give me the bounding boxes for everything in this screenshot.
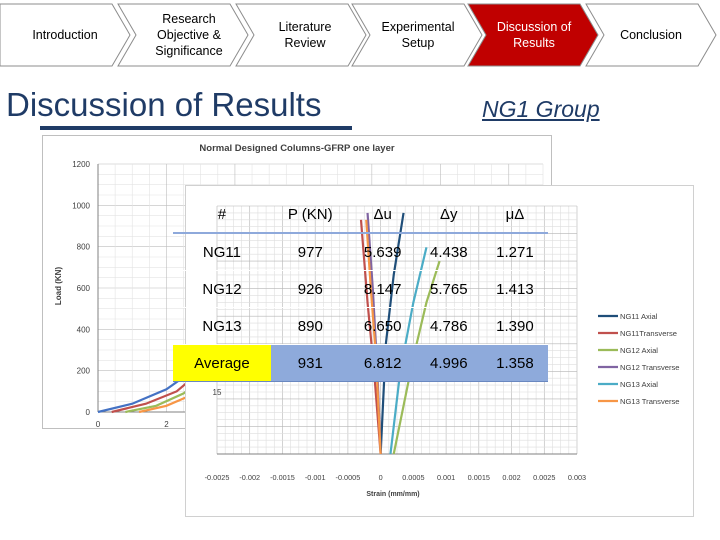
nav-item-label: Introduction	[32, 28, 98, 42]
x-tick-label: 0.0025	[533, 473, 555, 482]
y-tick-label: 0	[86, 408, 91, 417]
y-tick-label: 600	[77, 284, 91, 293]
nav-item-research-objective[interactable]: Research Objective & Significance	[130, 0, 248, 70]
y-tick-label: 1200	[72, 160, 90, 169]
nav-chevron	[351, 3, 483, 67]
x-tick-label: -0.0025	[205, 473, 230, 482]
x-tick-label: 0	[96, 420, 101, 428]
table-cell: 8.147	[349, 270, 416, 308]
table-cell: 6.812	[349, 344, 416, 382]
table-cell-average-label: Average	[173, 344, 271, 382]
strain-chart-legend: NG11 Axial NG11Transverse NG12 Axial NG12 T…	[598, 312, 680, 406]
y-tick-label: 200	[77, 367, 91, 376]
header-cell-delta-u: Δu	[349, 196, 416, 234]
strain-chart-x-ticks: -0.0025 -0.002 -0.0015 -0.001 -0.0005 0 0.0005…	[205, 473, 587, 482]
strain-chart-x-label: Strain (mm/mm)	[366, 491, 419, 498]
table-cell: 4.996	[415, 344, 482, 382]
strain-chart-y-tick: 15	[213, 388, 222, 397]
nav-item-label: Experimental Setup	[381, 20, 455, 50]
x-tick-label: 0.0015	[468, 473, 490, 482]
table-cell: 1.358	[481, 344, 548, 382]
table-row-average: Average 931 6.812 4.996 1.358	[173, 344, 548, 382]
table-cell: 1.271	[481, 233, 548, 271]
series-line	[97, 373, 188, 414]
legend-label: NG11 Axial	[620, 312, 658, 321]
x-tick-label: 0.002	[502, 473, 520, 482]
load-chart-title: Normal Designed Columns-GFRP one layer	[199, 143, 394, 154]
nav-item-label: Literature Review	[278, 20, 332, 50]
nav-item-discussion-of-results[interactable]: Discussion of Results	[474, 0, 594, 70]
legend-label: NG12 Axial	[620, 346, 658, 355]
header-cell-ductility: μΔ	[481, 196, 548, 234]
table-row: NG13 890 6.650 4.786 1.390	[173, 307, 548, 345]
header-cell-load: P (KN)	[270, 196, 350, 234]
table-cell: 5.639	[349, 233, 416, 271]
load-chart-y-label: Load (KN)	[54, 267, 63, 306]
title-underline	[40, 126, 352, 130]
x-tick-label: -0.0005	[336, 473, 361, 482]
nav-item-introduction[interactable]: Introduction	[6, 0, 124, 70]
table-cell: 4.438	[415, 233, 482, 271]
nav-item-label: Discussion of Results	[496, 20, 572, 50]
table-cell: NG12	[173, 270, 271, 308]
x-tick-label: 0.001	[437, 473, 455, 482]
nav-chevrons	[0, 3, 717, 67]
x-tick-label: 0	[379, 473, 383, 482]
x-tick-label: 2	[164, 420, 169, 428]
nav-item-experimental-setup[interactable]: Experimental Setup	[358, 0, 478, 70]
table-cell: 5.765	[415, 270, 482, 308]
table-header-row: # P (KN) Δu Δy μΔ	[173, 196, 548, 234]
x-tick-label: -0.002	[239, 473, 260, 482]
x-tick-label: -0.001	[305, 473, 326, 482]
results-table: # P (KN) Δu Δy μΔ NG11 977 5.639 4.438 1…	[173, 196, 548, 382]
y-tick-label: 400	[77, 325, 91, 334]
table-row: NG11 977 5.639 4.438 1.271	[173, 233, 548, 271]
table-cell: NG11	[173, 233, 271, 271]
legend-label: NG11Transverse	[620, 329, 677, 338]
x-tick-label: -0.0015	[270, 473, 295, 482]
nav-item-literature-review[interactable]: Literature Review	[246, 0, 364, 70]
nav-item-label: Conclusion	[620, 28, 682, 42]
nav-chevron	[0, 3, 131, 67]
table-cell: 931	[270, 344, 350, 382]
table-cell: 926	[270, 270, 350, 308]
legend-label: NG13 Transverse	[620, 397, 680, 406]
nav-chevron	[235, 3, 367, 67]
table-cell: 1.390	[481, 307, 548, 345]
y-tick-label: 800	[77, 243, 91, 252]
header-cell-number: #	[173, 196, 271, 234]
nav-item-label: Research Objective & Significance	[155, 12, 223, 58]
nav-chevron	[467, 3, 599, 67]
nav-chevron	[117, 3, 249, 67]
table-row: NG12 926 8.147 5.765 1.413	[173, 270, 548, 308]
page-title: Discussion of Results	[6, 86, 322, 123]
nav-item-conclusion[interactable]: Conclusion	[592, 0, 710, 70]
group-label: NG1 Group	[482, 96, 600, 122]
x-tick-label: 0.003	[568, 473, 586, 482]
nav-chevron	[585, 3, 717, 67]
progress-nav: Introduction Research Objective & Signif…	[0, 0, 720, 70]
table-cell: 6.650	[349, 307, 416, 345]
table-cell: 4.786	[415, 307, 482, 345]
y-tick-label: 1000	[72, 201, 90, 210]
header-cell-delta-y: Δy	[415, 196, 482, 234]
legend-label: NG12 Transverse	[620, 363, 680, 372]
table-cell: 977	[270, 233, 350, 271]
x-tick-label: 0.0005	[402, 473, 424, 482]
legend-label: NG13 Axial	[620, 380, 658, 389]
load-chart-y-ticks: 0 200 400 600 800 1000 1200	[72, 160, 90, 417]
table-cell: NG13	[173, 307, 271, 345]
table-cell: 1.413	[481, 270, 548, 308]
table-cell: 890	[270, 307, 350, 345]
